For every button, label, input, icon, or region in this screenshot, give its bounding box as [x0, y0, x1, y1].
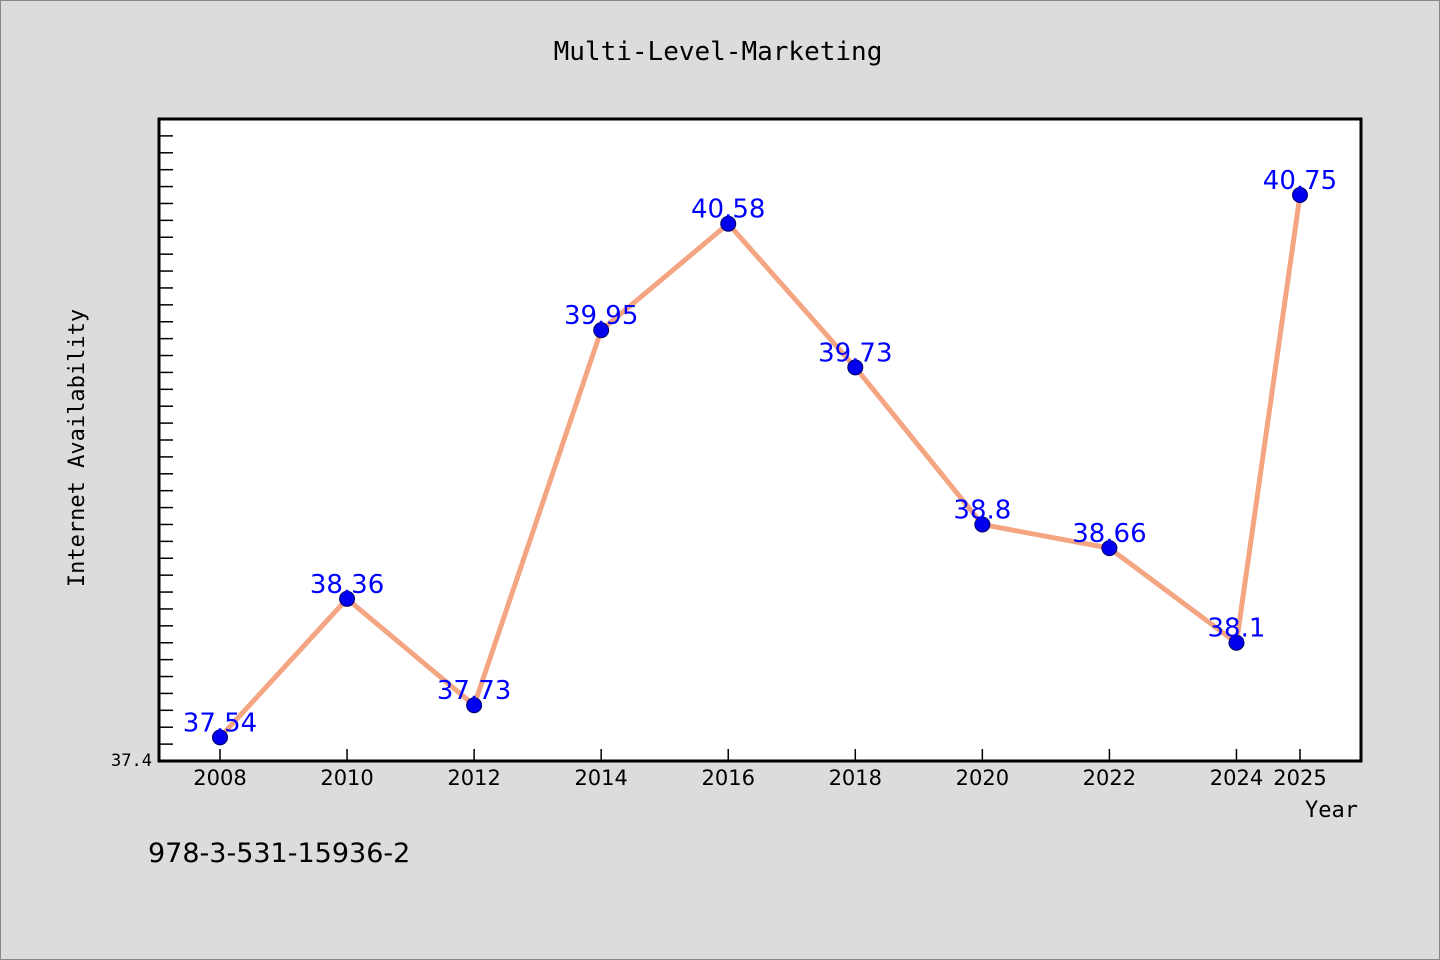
data-point [1101, 540, 1118, 557]
data-label: 38.1 [1208, 614, 1266, 644]
x-axis-label: Year [1305, 798, 1358, 823]
data-point [212, 729, 228, 746]
data-label: 38.36 [310, 570, 384, 600]
data-label: 37.54 [183, 708, 257, 738]
x-tick-label: 2024 [1210, 766, 1263, 790]
x-tick-label: 2016 [702, 766, 755, 790]
x-tick-label: 2020 [956, 766, 1009, 790]
x-tick-label: 2014 [574, 766, 627, 790]
data-label: 40.58 [691, 195, 765, 225]
data-labels: 37.54 38.36 37.73 39.95 40.58 39.73 38.8 38.66 3… [183, 166, 1337, 738]
data-point [1292, 187, 1308, 204]
chart-title: Multi-Level-Marketing [554, 37, 883, 67]
data-point [847, 359, 864, 376]
data-point [720, 215, 737, 232]
data-label: 39.95 [564, 301, 638, 331]
y-axis-ticks [159, 135, 173, 762]
data-point [466, 697, 483, 714]
data-point [974, 516, 991, 533]
x-tick-label: 2018 [829, 766, 882, 790]
data-point [339, 590, 356, 607]
data-point [593, 322, 610, 339]
data-label: 38.66 [1072, 519, 1146, 549]
data-label: 37.73 [437, 676, 511, 706]
isbn-text: 978-3-531-15936-2 [148, 838, 410, 869]
x-tick-label: 2010 [320, 766, 373, 790]
data-label: 39.73 [818, 338, 892, 368]
series-line [217, 192, 1303, 740]
y-tick-label: 37.4 [111, 751, 152, 771]
x-tick-label: 2022 [1083, 766, 1136, 790]
x-axis-ticks: 2008 2010 2012 2014 2016 2018 2020 2022 2024 2025 [193, 749, 1327, 790]
y-axis-label: Internet Availability [65, 309, 90, 587]
data-label: 38.8 [953, 495, 1011, 525]
x-tick-label: 2025 [1273, 766, 1326, 790]
data-point [1228, 634, 1245, 651]
data-label: 40.75 [1263, 166, 1337, 196]
series-markers [212, 187, 1308, 746]
x-tick-label: 2012 [447, 766, 500, 790]
x-tick-label: 2008 [193, 766, 246, 790]
plot-area [157, 117, 1363, 763]
